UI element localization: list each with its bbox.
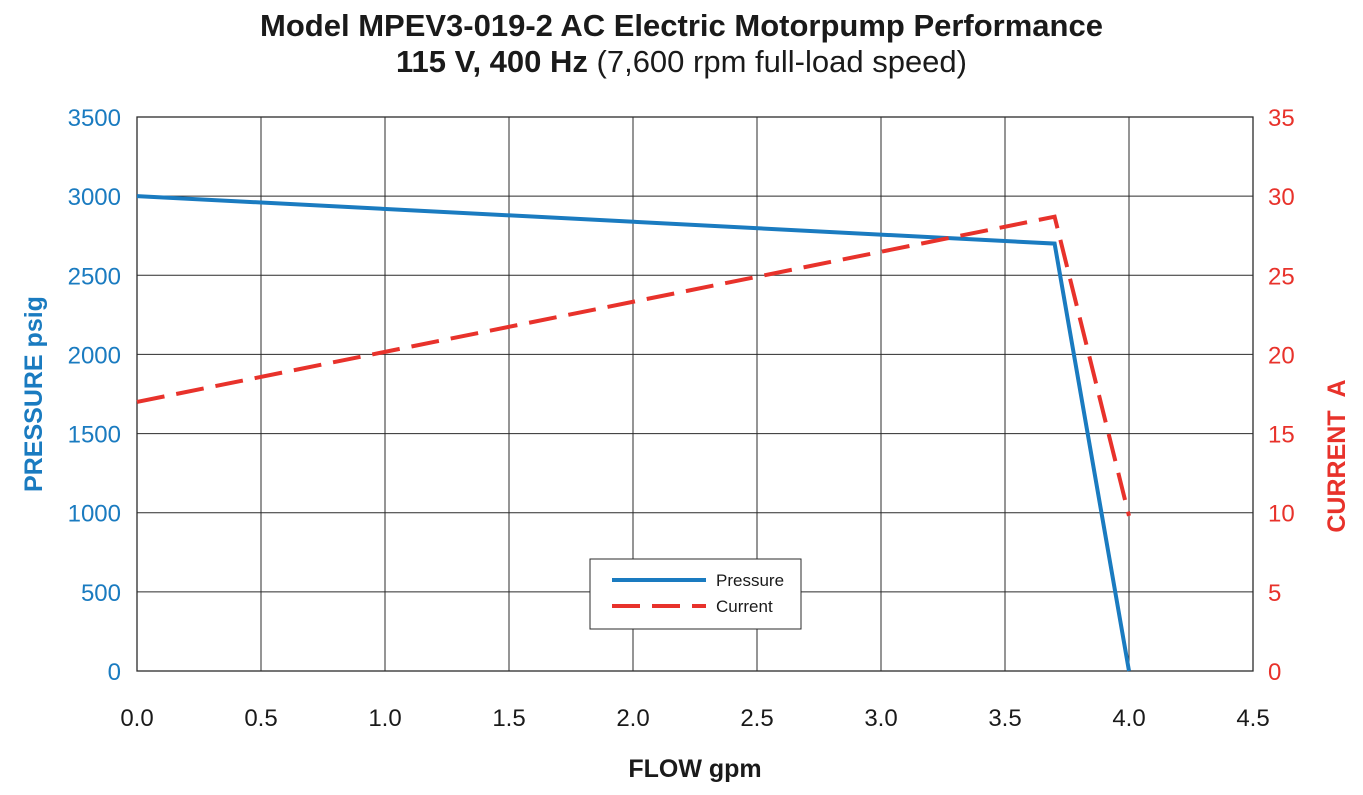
subtitle-bold: 115 V, 400 Hz [395, 44, 588, 79]
y2-tick-label: 5 [1268, 580, 1281, 607]
legend: Pressure Current [589, 558, 802, 630]
y2-tick-label: 25 [1268, 263, 1295, 290]
x-tick-label: 4.5 [1236, 705, 1269, 732]
chart-title: Model MPEV3-019-2 AC Electric Motorpump … [260, 8, 1103, 43]
x-tick-label: 3.5 [988, 705, 1021, 732]
x-tick-label: 4.0 [1112, 705, 1145, 732]
y-tick-label: 2500 [68, 263, 121, 290]
legend-label-pressure: Pressure [716, 571, 784, 590]
x-tick-label: 1.5 [492, 705, 525, 732]
y-tick-label: 3500 [68, 105, 121, 132]
x-tick-label: 2.5 [740, 705, 773, 732]
y2-tick-label: 20 [1268, 342, 1295, 369]
y-axis-label: PRESSURE psig [20, 296, 48, 492]
y2-tick-labels: 0 5 10 15 20 25 30 35 [1268, 105, 1295, 686]
x-tick-label: 3.0 [864, 705, 897, 732]
chart-subtitle: 115 V, 400 Hz (7,600 rpm full-load speed… [0, 44, 1363, 80]
x-axis-label: FLOW gpm [628, 755, 761, 783]
x-tick-label: 0.5 [244, 705, 277, 732]
y2-axis-label: CURRENT A [1323, 379, 1351, 532]
y-tick-labels: 0 500 1000 1500 2000 2500 3000 3500 [68, 105, 121, 686]
y2-tick-label: 30 [1268, 184, 1295, 211]
y-tick-label: 2000 [68, 342, 121, 369]
y2-tick-label: 0 [1268, 659, 1281, 686]
y-tick-label: 1500 [68, 422, 121, 449]
y-tick-label: 500 [81, 580, 121, 607]
series-line-current [136, 214, 1131, 517]
x-tick-label: 0.0 [120, 705, 153, 732]
y2-tick-label: 35 [1268, 105, 1295, 132]
y2-tick-label: 10 [1268, 501, 1295, 528]
x-tick-labels: 0.0 0.5 1.0 1.5 2.0 2.5 3.0 3.5 4.0 4.5 [120, 705, 1269, 732]
y-tick-label: 1000 [68, 501, 121, 528]
y2-tick-label: 15 [1268, 422, 1295, 449]
y-tick-label: 3000 [68, 184, 121, 211]
legend-label-current: Current [716, 597, 773, 616]
plot-frame [136, 116, 1254, 672]
x-tick-label: 1.0 [368, 705, 401, 732]
series-lines [136, 194, 1131, 672]
subtitle-rest: (7,600 rpm full-load speed) [596, 44, 967, 79]
y-tick-label: 0 [108, 659, 121, 686]
x-tick-label: 2.0 [616, 705, 649, 732]
legend-box [589, 558, 802, 630]
series-line-pressure [136, 194, 1131, 672]
